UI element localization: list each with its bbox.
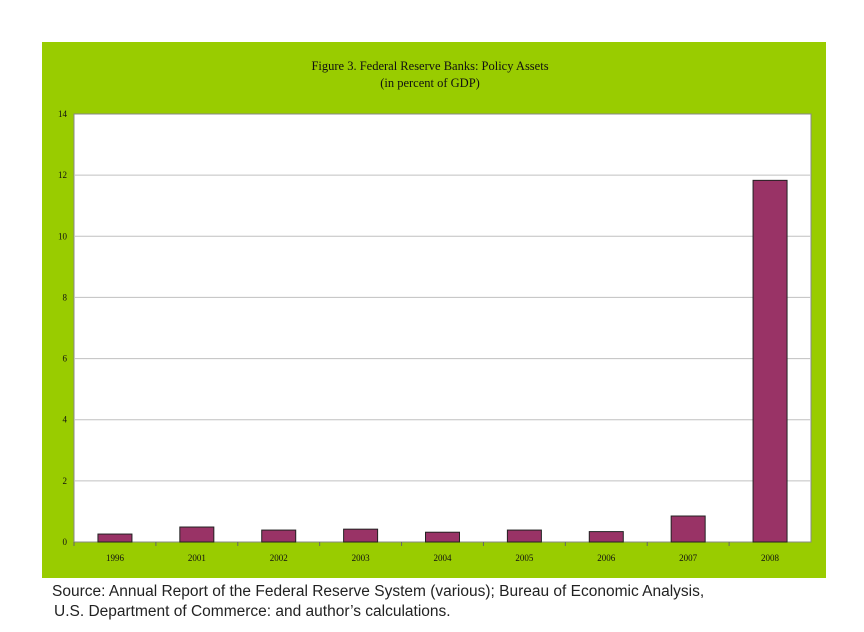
bar-2004 — [425, 531, 460, 543]
x-tick-label: 2008 — [761, 553, 780, 563]
y-tick-label: 14 — [58, 109, 68, 119]
x-tick-label: 2001 — [188, 553, 206, 563]
y-tick-label: 6 — [63, 354, 68, 364]
bar-2002 — [261, 529, 297, 543]
source-line-2: U.S. Department of Commerce: and author’… — [54, 603, 451, 620]
bar-2005 — [506, 529, 542, 543]
bar-2001 — [179, 526, 215, 543]
bar-2006 — [588, 531, 624, 543]
bar-2003 — [343, 528, 379, 543]
x-tick-label: 2002 — [270, 553, 288, 563]
source-line-1: Source: Annual Report of the Federal Res… — [52, 583, 705, 600]
y-tick-label: 10 — [58, 231, 68, 241]
y-tick-label: 2 — [63, 476, 68, 486]
plot-area — [73, 113, 812, 543]
y-tick-label: 4 — [63, 415, 68, 425]
source-note: Source: Annual Report of the Federal Res… — [52, 582, 852, 622]
x-tick-label: 2007 — [679, 553, 698, 563]
x-tick-label: 2005 — [515, 553, 534, 563]
chart-title: Figure 3. Federal Reserve Banks: Policy … — [311, 59, 548, 73]
chart-subtitle: (in percent of GDP) — [380, 76, 480, 90]
y-tick-label: 0 — [63, 537, 68, 547]
x-tick-label: 1996 — [106, 553, 125, 563]
bar-2008 — [752, 179, 788, 543]
y-tick-label: 8 — [63, 292, 68, 302]
x-tick-label: 2004 — [434, 553, 453, 563]
y-tick-label: 12 — [58, 170, 67, 180]
x-tick-label: 2006 — [597, 553, 616, 563]
bar-1996 — [97, 533, 133, 543]
x-tick-label: 2003 — [352, 553, 371, 563]
bar-2007 — [670, 515, 706, 543]
